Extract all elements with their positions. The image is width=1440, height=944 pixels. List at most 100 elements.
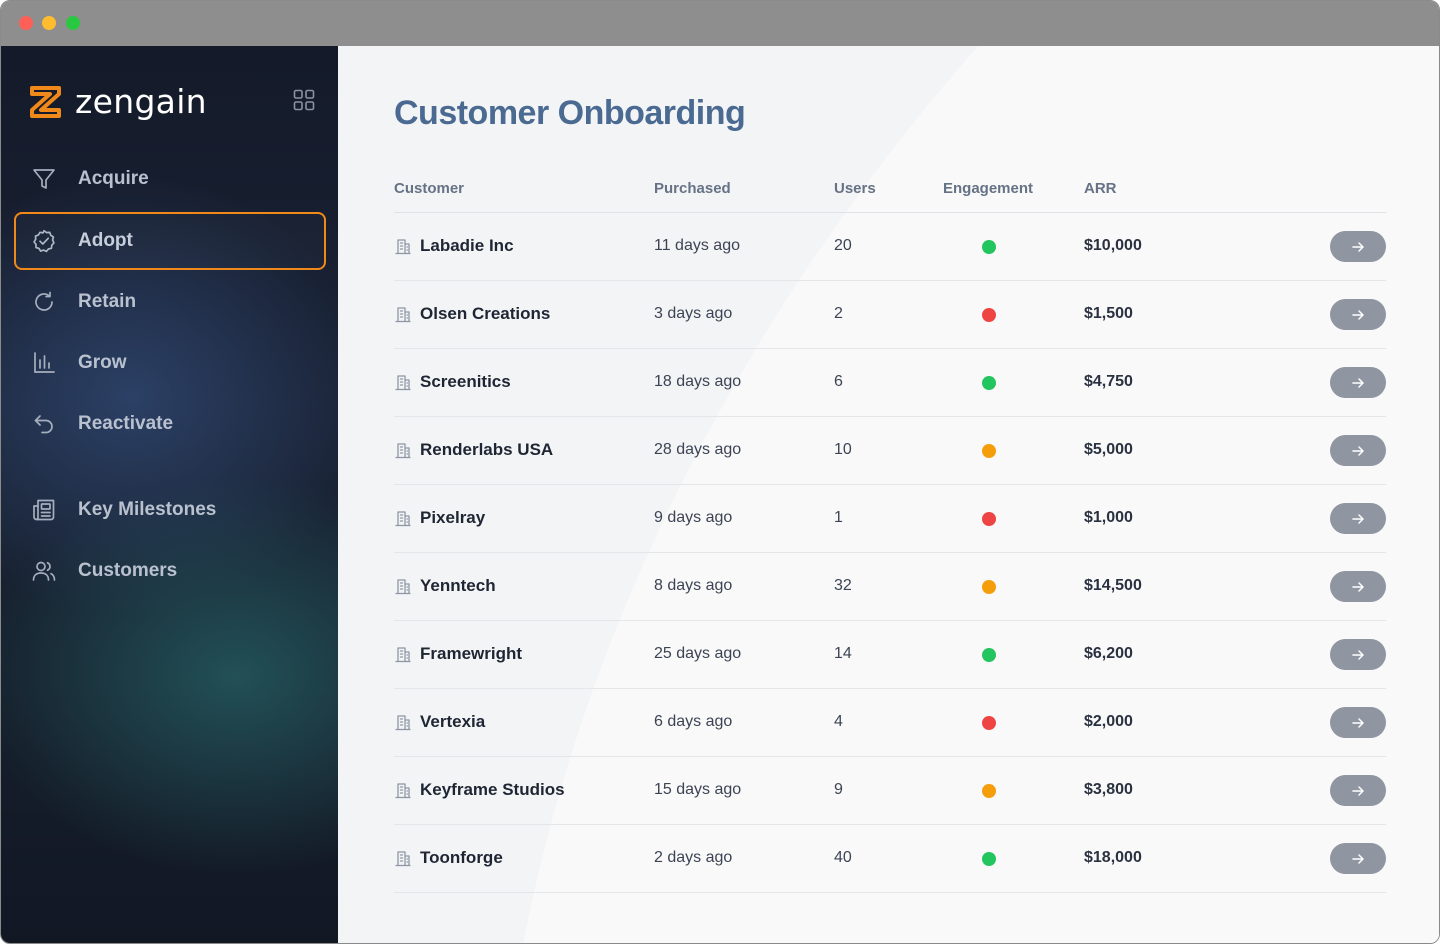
customer-name[interactable]: Vertexia <box>420 712 486 731</box>
customer-cell[interactable]: Yenntech <box>394 576 496 596</box>
purchased-cell: 18 days ago <box>654 373 742 390</box>
customer-cell[interactable]: Keyframe Studios <box>394 780 565 800</box>
customer-cell[interactable]: Toonforge <box>394 848 503 868</box>
customer-table: Customer Purchased Users Engagement ARR … <box>394 172 1386 893</box>
bar-chart-icon <box>34 352 55 373</box>
column-header-purchased[interactable]: Purchased <box>654 180 731 197</box>
building-icon <box>395 715 411 731</box>
table-header: Customer Purchased Users Engagement ARR <box>394 172 1386 213</box>
column-header-users[interactable]: Users <box>834 180 876 197</box>
engagement-status-dot <box>982 716 996 730</box>
sidebar-item-customers[interactable]: Customers <box>14 542 326 600</box>
table-row[interactable]: Framewright 25 days ago 14 $6,200 <box>394 621 1386 689</box>
table-row[interactable]: Labadie Inc 11 days ago 20 $10,000 <box>394 213 1386 281</box>
close-window-button[interactable] <box>19 16 33 30</box>
building-icon <box>395 647 411 663</box>
open-customer-button[interactable] <box>1330 571 1386 602</box>
sidebar-item-grow[interactable]: Grow <box>14 334 326 392</box>
customer-name[interactable]: Yenntech <box>420 576 496 595</box>
grid-icon[interactable] <box>293 89 315 111</box>
customer-cell[interactable]: Renderlabs USA <box>394 440 553 460</box>
undo-arrow-icon <box>34 415 53 434</box>
purchased-cell: 15 days ago <box>654 781 742 798</box>
arr-cell: $18,000 <box>1084 849 1142 866</box>
engagement-status-dot <box>982 784 996 798</box>
open-customer-button[interactable] <box>1330 775 1386 806</box>
sidebar-item-label: Adopt <box>78 230 133 251</box>
column-header-arr[interactable]: ARR <box>1084 180 1117 197</box>
table-row[interactable]: Pixelray 9 days ago 1 $1,000 <box>394 485 1386 553</box>
arr-cell: $3,800 <box>1084 781 1133 798</box>
table-row[interactable]: Olsen Creations 3 days ago 2 $1,500 <box>394 281 1386 349</box>
users-icon <box>32 561 56 581</box>
users-cell: 14 <box>834 645 852 662</box>
engagement-status-dot <box>982 648 996 662</box>
open-customer-button[interactable] <box>1330 843 1386 874</box>
column-header-customer[interactable]: Customer <box>394 180 465 197</box>
open-customer-button[interactable] <box>1330 231 1386 262</box>
sidebar-item-reactivate[interactable]: Reactivate <box>14 395 326 453</box>
customer-name[interactable]: Pixelray <box>420 508 486 527</box>
open-customer-button[interactable] <box>1330 707 1386 738</box>
customer-name[interactable]: Framewright <box>420 644 523 663</box>
page-title: Customer Onboarding <box>394 94 746 132</box>
column-header-engagement[interactable]: Engagement <box>943 180 1034 197</box>
building-icon <box>395 443 411 459</box>
table-row[interactable]: Vertexia 6 days ago 4 $2,000 <box>394 689 1386 757</box>
customer-cell[interactable]: Pixelray <box>394 508 485 528</box>
sidebar-item-key-milestones[interactable]: Key Milestones <box>14 481 326 539</box>
customer-name[interactable]: Olsen Creations <box>420 304 551 323</box>
refresh-icon <box>35 291 53 311</box>
sidebar-item-acquire[interactable]: Acquire <box>14 150 326 208</box>
engagement-status-dot <box>982 376 996 390</box>
table-row[interactable]: Renderlabs USA 28 days ago 10 $5,000 <box>394 417 1386 485</box>
arrow-right-icon <box>1352 649 1364 660</box>
table-body: Labadie Inc 11 days ago 20 $10,000 Olsen Cre… <box>394 213 1386 893</box>
building-icon <box>395 851 411 867</box>
arrow-right-icon <box>1352 445 1364 456</box>
building-icon <box>395 375 411 391</box>
arr-cell: $14,500 <box>1084 577 1142 594</box>
engagement-status-dot <box>982 308 996 322</box>
arr-cell: $1,500 <box>1084 305 1133 322</box>
customer-name[interactable]: Toonforge <box>420 848 503 867</box>
open-customer-button[interactable] <box>1330 503 1386 534</box>
open-customer-button[interactable] <box>1330 435 1386 466</box>
table-row[interactable]: Toonforge 2 days ago 40 $18,000 <box>394 825 1386 893</box>
arr-cell: $1,000 <box>1084 509 1133 526</box>
users-cell: 9 <box>834 781 843 798</box>
open-customer-button[interactable] <box>1330 367 1386 398</box>
arrow-right-icon <box>1352 717 1364 728</box>
sidebar-item-adopt[interactable]: Adopt <box>14 212 326 270</box>
open-customer-button[interactable] <box>1330 639 1386 670</box>
purchased-cell: 8 days ago <box>654 577 733 594</box>
building-icon <box>395 579 411 595</box>
customer-cell[interactable]: Vertexia <box>394 712 485 732</box>
minimize-window-button[interactable] <box>42 16 56 30</box>
users-cell: 40 <box>834 849 852 866</box>
customer-cell[interactable]: Olsen Creations <box>394 304 550 324</box>
zoom-window-button[interactable] <box>66 16 80 30</box>
customer-cell[interactable]: Framewright <box>394 644 522 664</box>
sidebar-item-retain[interactable]: Retain <box>14 273 326 331</box>
customer-cell[interactable]: Labadie Inc <box>394 236 514 256</box>
open-customer-button[interactable] <box>1330 299 1386 330</box>
engagement-status-dot <box>982 240 996 254</box>
arrow-right-icon <box>1352 377 1364 388</box>
engagement-status-dot <box>982 444 996 458</box>
purchased-cell: 11 days ago <box>654 237 740 254</box>
brand-logo[interactable]: zengain <box>29 84 207 120</box>
main-content: Customer Onboarding Customer Purchased U… <box>338 46 1439 943</box>
customer-cell[interactable]: Screenitics <box>394 372 511 392</box>
arr-cell: $6,200 <box>1084 645 1133 662</box>
customer-name[interactable]: Renderlabs USA <box>420 440 554 459</box>
building-icon <box>395 511 411 527</box>
table-row[interactable]: Screenitics 18 days ago 6 $4,750 <box>394 349 1386 417</box>
table-row[interactable]: Keyframe Studios 15 days ago 9 $3,800 <box>394 757 1386 825</box>
table-row[interactable]: Yenntech 8 days ago 32 $14,500 <box>394 553 1386 621</box>
customer-name[interactable]: Screenitics <box>420 372 511 391</box>
customer-name[interactable]: Labadie Inc <box>420 236 514 255</box>
customer-name[interactable]: Keyframe Studios <box>420 780 565 799</box>
arrow-right-icon <box>1352 309 1364 320</box>
